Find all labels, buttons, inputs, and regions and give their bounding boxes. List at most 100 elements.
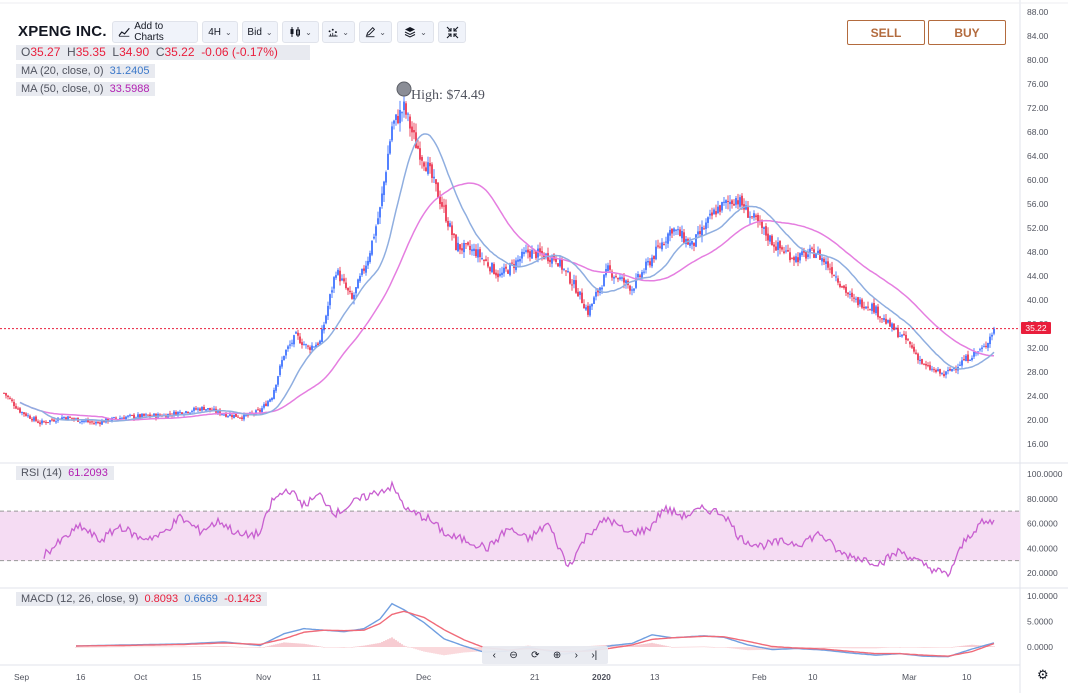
- candle-body[interactable]: [719, 205, 721, 212]
- candle-body[interactable]: [169, 413, 171, 415]
- candle-body[interactable]: [257, 409, 259, 411]
- candle-body[interactable]: [561, 259, 563, 270]
- candle-body[interactable]: [143, 413, 145, 416]
- candle-body[interactable]: [371, 240, 373, 255]
- candle-body[interactable]: [311, 345, 313, 350]
- candle-body[interactable]: [651, 257, 653, 267]
- candle-body[interactable]: [69, 417, 71, 419]
- candle-body[interactable]: [463, 243, 465, 253]
- candle-body[interactable]: [147, 414, 149, 416]
- candle-body[interactable]: [107, 418, 109, 422]
- candle-body[interactable]: [593, 297, 595, 304]
- candle-body[interactable]: [847, 292, 849, 295]
- candle-body[interactable]: [733, 203, 735, 206]
- candle-body[interactable]: [339, 270, 341, 282]
- zoom-out-button[interactable]: ⊖: [509, 649, 518, 661]
- candle-body[interactable]: [275, 384, 277, 391]
- candle-body[interactable]: [321, 329, 323, 343]
- candle-body[interactable]: [825, 261, 827, 264]
- candle-body[interactable]: [39, 422, 41, 425]
- candle-body[interactable]: [953, 367, 955, 369]
- candle-body[interactable]: [431, 164, 433, 178]
- candle-body[interactable]: [393, 120, 395, 124]
- candle-body[interactable]: [177, 412, 179, 416]
- candle-body[interactable]: [565, 270, 567, 272]
- candle-body[interactable]: [615, 276, 617, 278]
- candle-body[interactable]: [975, 352, 977, 354]
- candle-body[interactable]: [315, 344, 317, 348]
- candle-body[interactable]: [235, 413, 237, 417]
- candle-body[interactable]: [799, 253, 801, 261]
- candle-body[interactable]: [931, 368, 933, 370]
- candle-body[interactable]: [511, 262, 513, 264]
- candle-body[interactable]: [325, 315, 327, 324]
- candle-body[interactable]: [385, 172, 387, 183]
- candle-body[interactable]: [247, 414, 249, 416]
- drawing-tools-dropdown[interactable]: ⌄: [359, 21, 392, 43]
- candle-body[interactable]: [793, 257, 795, 261]
- candle-body[interactable]: [951, 368, 953, 372]
- candle-body[interactable]: [227, 415, 229, 417]
- candle-body[interactable]: [961, 360, 963, 366]
- candle-body[interactable]: [489, 267, 491, 272]
- candle-body[interactable]: [51, 419, 53, 421]
- candle-body[interactable]: [831, 267, 833, 275]
- candle-body[interactable]: [713, 209, 715, 215]
- candle-body[interactable]: [531, 250, 533, 259]
- candle-body[interactable]: [903, 333, 905, 335]
- candle-body[interactable]: [913, 346, 915, 352]
- candle-body[interactable]: [933, 369, 935, 371]
- candle-body[interactable]: [571, 284, 573, 286]
- candle-body[interactable]: [307, 345, 309, 347]
- candle-body[interactable]: [969, 359, 971, 361]
- candle-body[interactable]: [939, 369, 941, 374]
- candle-body[interactable]: [465, 243, 467, 245]
- candle-body[interactable]: [569, 272, 571, 284]
- candle-body[interactable]: [297, 332, 299, 336]
- candle-body[interactable]: [395, 114, 397, 120]
- candle-body[interactable]: [405, 103, 407, 115]
- candle-body[interactable]: [357, 279, 359, 289]
- interval-dropdown[interactable]: 4H ⌄: [202, 21, 238, 43]
- candle-body[interactable]: [769, 235, 771, 242]
- candle-body[interactable]: [261, 408, 263, 413]
- candle-body[interactable]: [305, 344, 307, 346]
- candle-body[interactable]: [567, 271, 569, 273]
- candle-body[interactable]: [803, 250, 805, 253]
- candle-body[interactable]: [729, 201, 731, 205]
- candle-body[interactable]: [891, 323, 893, 329]
- candle-body[interactable]: [879, 316, 881, 318]
- candle-body[interactable]: [505, 266, 507, 269]
- candle-body[interactable]: [875, 306, 877, 314]
- candle-body[interactable]: [959, 364, 961, 366]
- candle-body[interactable]: [767, 233, 769, 241]
- price-axis-ticks[interactable]: 88.00 84.00 80.00 76.00 72.00 68.00 64.00 60.00…: [1027, 7, 1049, 449]
- candle-body[interactable]: [81, 420, 83, 422]
- candle-body[interactable]: [279, 365, 281, 375]
- candle-body[interactable]: [41, 420, 43, 424]
- candle-body[interactable]: [355, 287, 357, 294]
- candle-body[interactable]: [823, 258, 825, 263]
- candle-body[interactable]: [25, 413, 27, 416]
- candle-body[interactable]: [313, 346, 315, 348]
- candle-body[interactable]: [521, 251, 523, 259]
- candle-body[interactable]: [159, 414, 161, 416]
- candle-body[interactable]: [935, 369, 937, 372]
- candle-body[interactable]: [659, 246, 661, 248]
- candle-body[interactable]: [381, 193, 383, 207]
- candle-body[interactable]: [497, 273, 499, 278]
- candle-body[interactable]: [93, 423, 95, 425]
- candle-body[interactable]: [225, 413, 227, 417]
- gear-icon[interactable]: ⚙: [1037, 667, 1049, 682]
- candle-body[interactable]: [849, 293, 851, 295]
- candle-body[interactable]: [21, 411, 23, 414]
- candle-body[interactable]: [829, 268, 831, 270]
- candle-body[interactable]: [73, 418, 75, 420]
- candle-body[interactable]: [703, 228, 705, 230]
- candle-body[interactable]: [427, 162, 429, 174]
- candle-body[interactable]: [231, 415, 233, 418]
- candle-body[interactable]: [213, 408, 215, 411]
- candle-body[interactable]: [449, 223, 451, 227]
- candle-body[interactable]: [735, 198, 737, 205]
